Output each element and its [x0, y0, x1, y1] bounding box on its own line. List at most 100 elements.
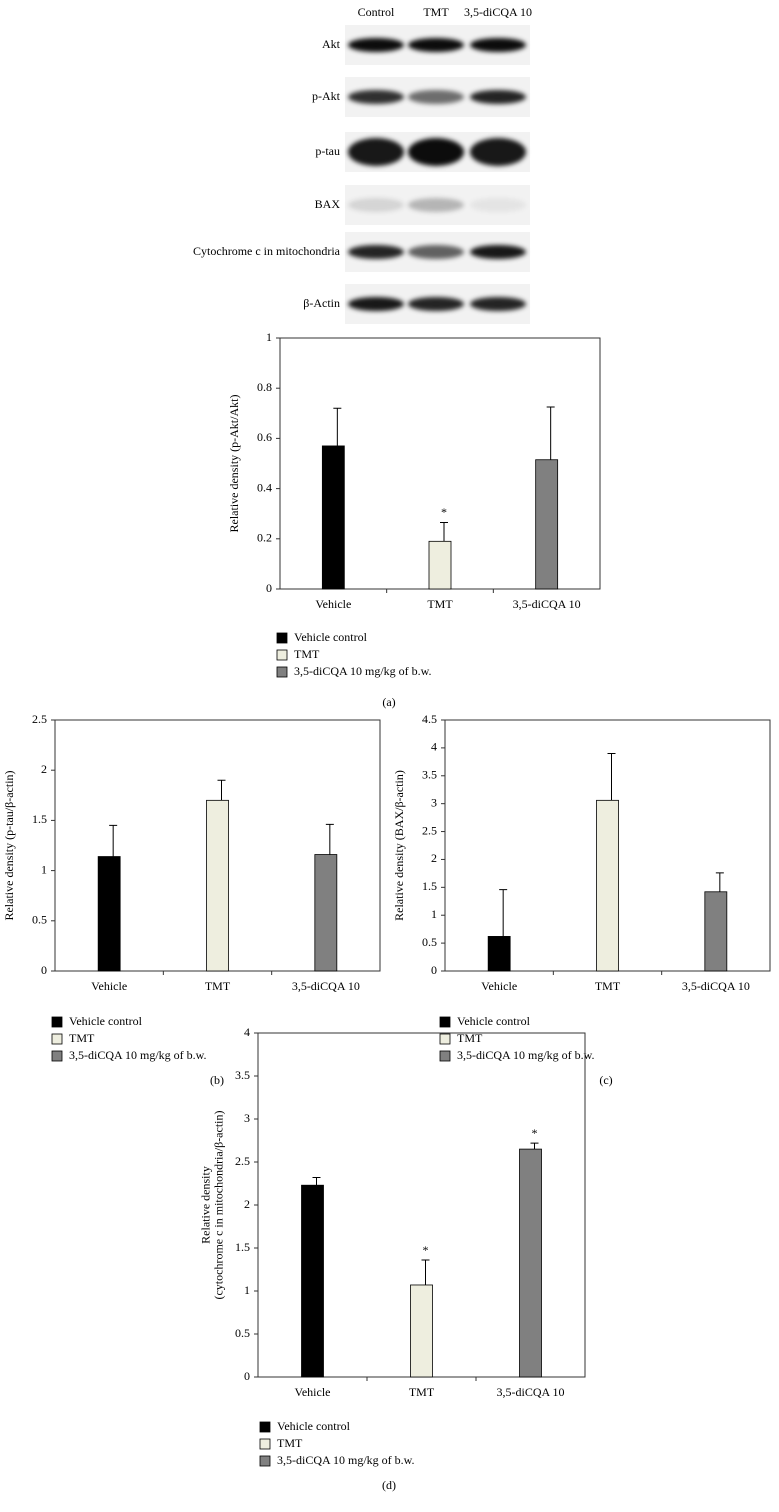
blot-row-label: p-Akt: [312, 89, 341, 103]
panel-label: (d): [382, 1478, 396, 1492]
y-tick-label: 0: [431, 963, 437, 977]
bar: [314, 854, 338, 972]
legend-swatch: [276, 632, 288, 644]
x-tick-label: 3,5-diCQA 10: [682, 979, 750, 993]
blot-band: [408, 245, 464, 259]
blot-band: [408, 138, 464, 166]
legend-label: 3,5-diCQA 10 mg/kg of b.w.: [277, 1453, 415, 1467]
y-tick-label: 0.8: [257, 380, 272, 394]
y-tick-label: 2: [41, 762, 47, 776]
x-tick-label: Vehicle: [481, 979, 517, 993]
panel-label: (c): [599, 1073, 612, 1087]
blot-band: [348, 245, 404, 259]
blot-band: [348, 90, 404, 104]
x-tick-label: 3,5-diCQA 10: [496, 1385, 564, 1399]
x-tick-label: TMT: [205, 979, 231, 993]
error-bar: [312, 1176, 321, 1186]
legend-swatch: [439, 1050, 451, 1062]
error-bar: [109, 824, 118, 857]
x-tick-label: TMT: [409, 1385, 435, 1399]
legend-swatch: [259, 1455, 271, 1467]
x-tick-label: TMT: [427, 597, 453, 611]
blot-row-label: BAX: [315, 197, 341, 211]
y-axis-label: Relative density (BAX/β-actin): [392, 770, 406, 921]
error-bar: [325, 823, 334, 855]
y-tick-label: 1.5: [32, 812, 47, 826]
y-tick-label: 1.5: [422, 879, 437, 893]
bar: [428, 540, 452, 590]
bar: [535, 459, 559, 590]
bar: [97, 856, 121, 972]
error-bar: [421, 1259, 430, 1285]
y-tick-label: 1: [41, 862, 47, 876]
error-bar: [607, 752, 616, 801]
legend-label: TMT: [277, 1436, 303, 1450]
blot-band: [470, 90, 526, 104]
blot-band: [408, 297, 464, 311]
y-tick-label: 4.5: [422, 712, 437, 726]
y-tick-label: 2.5: [32, 712, 47, 726]
blot-band: [408, 38, 464, 52]
x-tick-label: Vehicle: [315, 597, 351, 611]
blot-row-label: β-Actin: [303, 296, 340, 310]
legend-swatch: [259, 1438, 271, 1450]
legend-swatch: [276, 649, 288, 661]
y-tick-label: 3: [244, 1111, 250, 1125]
y-tick-label: 1: [266, 330, 272, 344]
legend-swatch: [51, 1050, 63, 1062]
blot-row-label: p-tau: [315, 144, 340, 158]
error-bar: [715, 872, 724, 892]
y-tick-label: 4: [431, 740, 437, 754]
blot-band: [470, 297, 526, 311]
y-tick-label: 1.5: [235, 1240, 250, 1254]
y-tick-label: 0.5: [422, 935, 437, 949]
blot-column-label: 3,5-diCQA 10: [464, 5, 532, 19]
blot-band: [470, 138, 526, 166]
blot-band: [470, 38, 526, 52]
y-tick-label: 3.5: [235, 1068, 250, 1082]
y-tick-label: 0: [41, 963, 47, 977]
x-tick-label: 3,5-diCQA 10: [513, 597, 581, 611]
blot-band: [470, 198, 526, 212]
bar: [704, 891, 728, 972]
y-tick-label: 0.6: [257, 430, 272, 444]
significance-marker: *: [441, 505, 447, 519]
y-tick-label: 2.5: [422, 823, 437, 837]
y-tick-label: 1: [431, 907, 437, 921]
y-tick-label: 0.5: [32, 913, 47, 927]
legend-label: 3,5-diCQA 10 mg/kg of b.w.: [294, 664, 432, 678]
error-bar: [333, 407, 342, 446]
blot-column-label: Control: [358, 5, 395, 19]
y-tick-label: 2: [244, 1197, 250, 1211]
y-axis-label: (cytochrome c in mitochondria/β-actin): [211, 1110, 225, 1299]
legend-label: Vehicle control: [294, 630, 368, 644]
blot-band: [348, 138, 404, 166]
legend-label: Vehicle control: [277, 1419, 351, 1433]
legend-label: TMT: [69, 1031, 95, 1045]
legend-swatch: [51, 1033, 63, 1045]
blot-band: [348, 297, 404, 311]
y-tick-label: 2.5: [235, 1154, 250, 1168]
y-axis-label: Relative density (p-Akt/Akt): [227, 395, 241, 533]
y-tick-label: 3.5: [422, 768, 437, 782]
y-tick-label: 0: [266, 581, 272, 595]
bar: [410, 1284, 433, 1378]
bar: [487, 936, 511, 972]
y-tick-label: 1: [244, 1283, 250, 1297]
error-bar: [530, 1142, 539, 1150]
blot-band: [408, 90, 464, 104]
x-tick-label: Vehicle: [295, 1385, 331, 1399]
legend-label: Vehicle control: [69, 1014, 143, 1028]
legend-swatch: [276, 666, 288, 678]
y-tick-label: 2: [431, 851, 437, 865]
panel-label: (a): [382, 695, 395, 709]
y-tick-label: 0.5: [235, 1326, 250, 1340]
bar: [321, 445, 345, 590]
significance-marker: *: [532, 1126, 538, 1140]
y-tick-label: 0.2: [257, 531, 272, 545]
legend-swatch: [51, 1016, 63, 1028]
panel-label: (b): [210, 1073, 224, 1087]
bar: [206, 799, 229, 972]
blot-column-label: TMT: [423, 5, 449, 19]
blot-band: [348, 198, 404, 212]
